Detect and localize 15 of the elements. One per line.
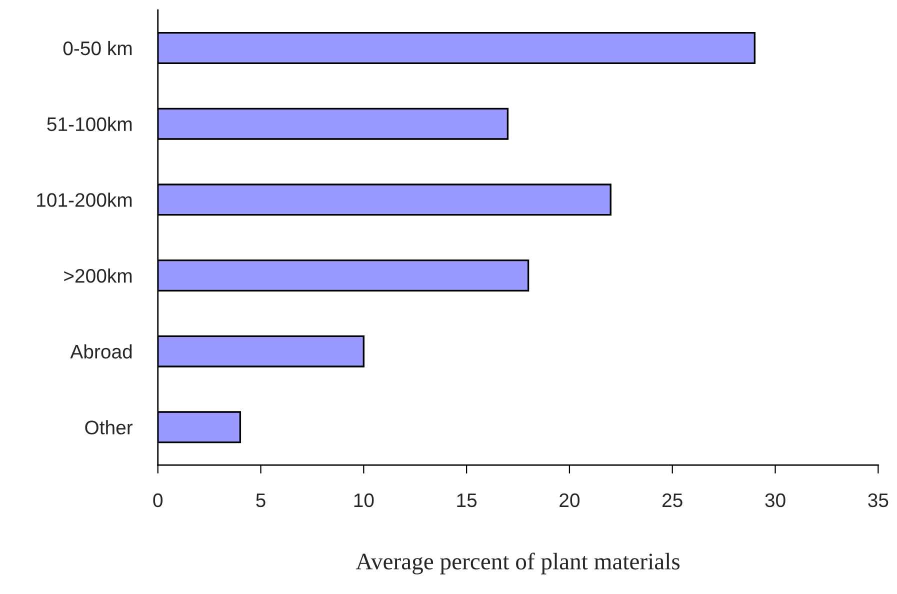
x-tick-label: 5 [256,494,266,508]
x-tick-label: 0 [153,493,163,508]
y-tick-label: Other [85,420,133,434]
x-tick-label: 25 [662,493,682,508]
x-tick-label: 10 [354,493,374,508]
x-tick-label: 30 [765,493,786,508]
y-tick-label: >200km [64,268,132,283]
y-tick-label: Abroad [70,344,132,359]
x-tick-label: 15 [457,494,477,508]
x-tick-label: 35 [868,493,888,508]
x-tick-label: 20 [560,493,580,508]
y-tick-label: 0-50 km [63,40,132,56]
y-tick-label: 101-200km [37,192,132,207]
y-tick-label: 51-100km [47,116,132,132]
x-axis-title: Average percent of plant materials [356,552,680,574]
